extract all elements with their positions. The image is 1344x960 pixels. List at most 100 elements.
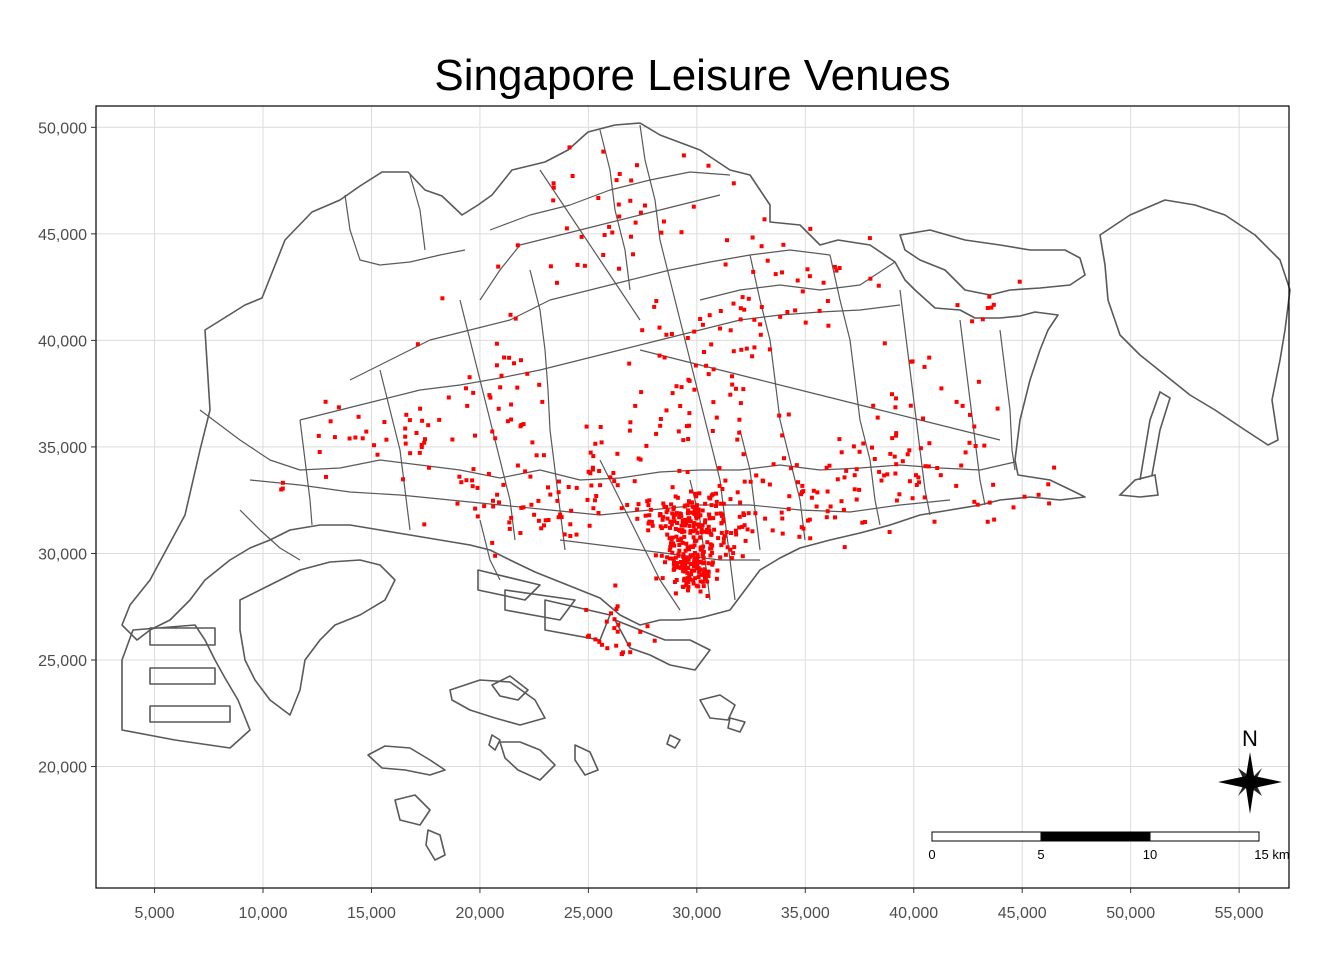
venue-point [657,325,662,330]
venue-point [706,163,711,168]
venue-point [794,463,799,468]
y-tick-label: 50,000 [38,120,87,137]
venue-point [835,477,840,482]
venue-point [574,532,579,537]
pulau-ubin-outline [899,229,1086,296]
venue-point [706,524,711,529]
venue-point [693,539,697,543]
venue-point [669,519,674,524]
venue-point [653,553,658,558]
venue-point [584,607,589,612]
venue-point [353,435,358,440]
venue-point [646,503,651,508]
venue-point [909,359,914,364]
venue-point [857,487,862,492]
venue-point [423,437,427,442]
venue-point [422,440,427,445]
venue-point [593,441,598,446]
venue-point [530,440,535,445]
venue-point [908,403,913,408]
venue-point [918,446,923,451]
x-tick-label: 10,000 [239,905,288,922]
venue-point [773,272,778,277]
boundary-line [349,249,831,381]
venue-point [693,507,697,512]
venue-point [635,507,640,512]
venue-point [752,317,757,322]
venue-point [496,406,501,411]
venue-point [777,413,782,418]
venue-point [611,471,616,475]
venue-point [707,512,712,517]
venue-point [708,553,713,558]
venue-point [767,347,772,352]
venue-point [317,450,322,454]
venue-point [643,513,648,518]
venue-point [980,317,985,322]
venue-point [698,589,703,594]
venue-point [832,264,837,269]
venue-point [403,426,408,431]
venue-point [701,571,706,576]
venue-point [935,466,940,470]
venue-point [686,377,691,382]
venue-point [475,514,480,519]
scale-label-5: 5 [1037,847,1044,862]
venue-point [662,504,667,509]
venue-point [523,469,528,474]
venue-point [900,459,905,464]
venue-point [731,349,736,354]
venue-point [842,545,847,550]
venue-point [615,629,620,634]
venue-point [401,477,405,482]
venue-point [868,276,873,281]
island-j [488,734,501,751]
venue-point [770,528,775,533]
venue-point [972,424,977,429]
venue-point [694,558,699,563]
venue-point [650,523,655,528]
venue-point [614,178,619,183]
venue-point [894,396,898,401]
boundary-line [479,519,501,581]
scale-label-0: 0 [928,847,935,862]
venue-point [674,511,679,516]
venue-point [674,384,679,389]
venue-point [719,530,724,535]
venue-point [696,524,701,529]
venue-point [714,504,718,508]
venue-point [332,435,337,440]
venue-point [610,230,615,235]
boundary-line [599,459,681,611]
venue-point [490,540,495,545]
venue-point [556,515,561,520]
venue-point [697,570,702,575]
venue-point [316,433,321,438]
venue-point [709,342,714,347]
boundary-line [599,129,631,291]
scale-bar: 0 5 10 15 km [928,831,1290,862]
venue-point [541,453,546,458]
venue-point [809,495,814,500]
venue-point [605,646,610,651]
venue-point [636,502,641,507]
venue-point [734,532,739,537]
venue-point [914,483,919,487]
venue-point [707,528,712,533]
venue-point [676,527,681,532]
venue-point [414,431,419,435]
venue-point [714,511,719,516]
venue-point [493,436,498,441]
venue-point [597,469,602,473]
venue-point [728,547,733,552]
venue-point [805,267,810,272]
venue-point [674,563,679,567]
venue-point [496,264,501,269]
venue-point [420,418,425,423]
venue-point [932,519,937,524]
venue-point [633,220,638,225]
venue-point [494,363,499,368]
venue-point [601,149,606,154]
venue-point [728,328,733,333]
venue-point [505,419,510,424]
